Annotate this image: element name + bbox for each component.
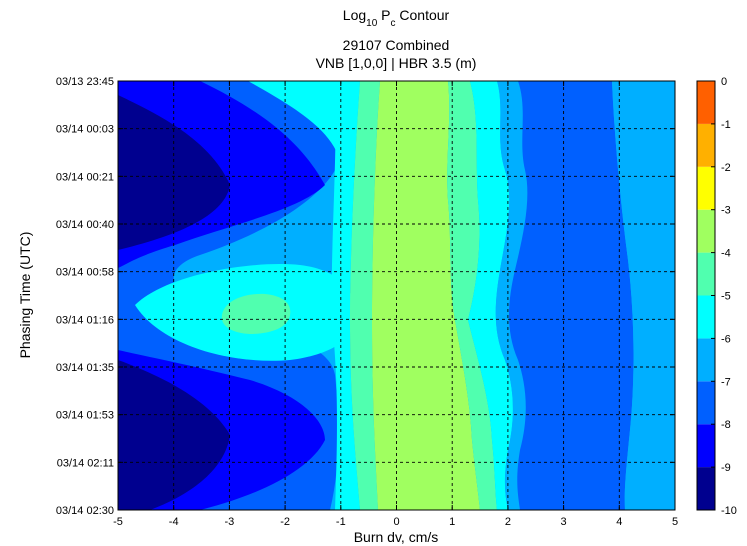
- y-tick-label: 03/14 01:53: [56, 410, 114, 422]
- colorbar-segment: [697, 338, 715, 382]
- chart-title-line3: VNB [1,0,0] | HBR 3.5 (m): [316, 55, 477, 71]
- colorbar-tick-label: -7: [721, 376, 731, 388]
- y-tick-label: 03/14 02:11: [57, 457, 114, 469]
- colorbar-segment: [697, 381, 715, 425]
- x-tick-label: -1: [336, 516, 346, 528]
- colorbar-tick-label: -10: [721, 505, 737, 517]
- colorbar-segment: [697, 166, 715, 210]
- colorbar-segment: [697, 424, 715, 468]
- y-tick-label: 03/14 01:16: [56, 314, 114, 326]
- chart-title-line1: Log10 Pc Contour: [343, 7, 450, 29]
- y-tick-label: 03/14 00:58: [56, 267, 114, 279]
- x-tick-label: 2: [505, 516, 511, 528]
- contour-band-level-minus6-left: [331, 81, 360, 510]
- colorbar-segment: [697, 81, 715, 124]
- x-tick-label: -5: [113, 516, 123, 528]
- x-tick-label: 0: [393, 516, 399, 528]
- colorbar-tick-label: -3: [721, 205, 731, 217]
- colorbar: 0 -1 -2 -3 -4 -5 -6 -7 -8 -9 -10: [696, 76, 737, 517]
- contour-band-level-minus4: [372, 81, 480, 510]
- colorbar-segment: [697, 252, 715, 296]
- y-axis-ticks: 03/13 23:45 03/14 00:03 03/14 00:21 03/14 0…: [56, 76, 675, 517]
- contour-band-level-minus7-edge: [612, 81, 675, 510]
- x-axis-ticks: -5 -4 -3 -2 -1 0 1 2 3 4 5: [113, 81, 678, 528]
- y-tick-label: 03/14 00:40: [56, 219, 114, 231]
- plot-area: [118, 81, 675, 510]
- contour-region-top-band: [248, 81, 343, 160]
- y-tick-label: 03/14 00:21: [56, 171, 114, 183]
- contour-band-level-minus5-left: [350, 81, 380, 510]
- colorbar-tick-label: -8: [721, 419, 731, 431]
- y-tick-label: 03/14 02:30: [56, 505, 114, 517]
- colorbar-tick-label: -1: [721, 119, 731, 131]
- x-tick-label: -2: [280, 516, 290, 528]
- colorbar-segment: [697, 123, 715, 167]
- grid-lines: [118, 81, 675, 510]
- colorbar-tick-label: -4: [721, 248, 731, 260]
- y-tick-label: 03/14 00:03: [56, 124, 114, 136]
- contour-region-center-core: [221, 293, 291, 334]
- colorbar-tick-label: -6: [721, 333, 731, 345]
- y-axis-label: Phasing Time (UTC): [17, 232, 33, 359]
- x-tick-label: 3: [561, 516, 567, 528]
- x-axis-label: Burn dv, cm/s: [354, 529, 439, 545]
- contour-band-level-minus5-right: [447, 81, 497, 510]
- contour-band-level-minus7-right: [495, 81, 528, 510]
- x-tick-label: 4: [616, 516, 622, 528]
- colorbar-segment: [697, 209, 715, 253]
- colorbar-segment: [697, 467, 715, 510]
- x-tick-label: -4: [169, 516, 179, 528]
- contour-band-level-minus6-right: [468, 81, 513, 510]
- x-tick-label: 5: [672, 516, 678, 528]
- colorbar-tick-label: -5: [721, 291, 731, 303]
- y-tick-label: 03/13 23:45: [56, 76, 114, 88]
- colorbar-tick-label: 0: [721, 76, 727, 88]
- colorbar-segment: [697, 295, 715, 339]
- y-tick-label: 03/14 01:35: [56, 362, 114, 374]
- colorbar-tick-label: -2: [721, 162, 731, 174]
- x-tick-label: 1: [449, 516, 455, 528]
- x-tick-label: -3: [225, 516, 235, 528]
- chart-title-line2: 29107 Combined: [343, 37, 450, 53]
- contour-band-level-minus8-wide: [509, 81, 634, 510]
- colorbar-tick-label: -9: [721, 462, 731, 474]
